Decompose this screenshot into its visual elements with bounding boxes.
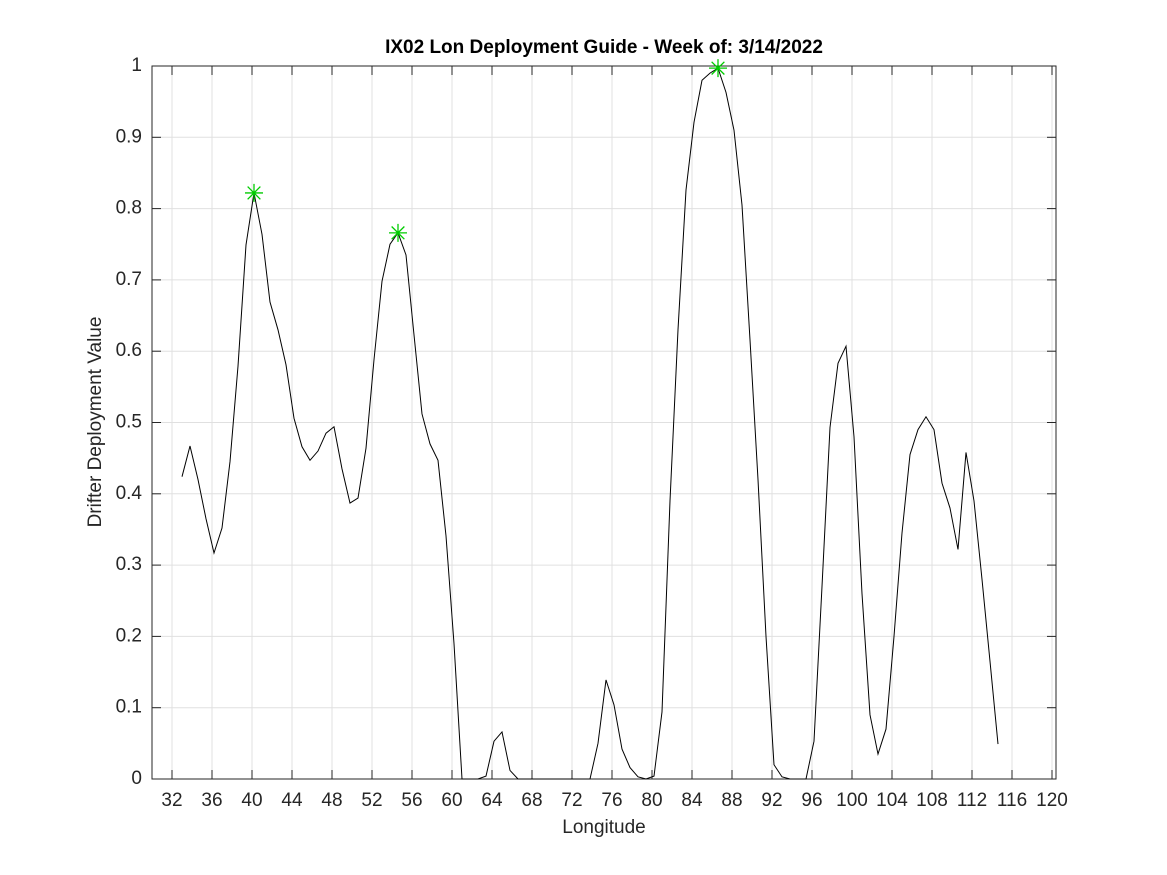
x-tick-label: 92 [761, 790, 782, 811]
x-tick-label: 36 [201, 790, 222, 811]
x-tick-label: 88 [721, 790, 742, 811]
x-tick-label: 100 [836, 790, 868, 811]
y-tick-label: 0.2 [116, 625, 142, 646]
y-tick-label: 0.3 [116, 554, 142, 575]
x-tick-label: 60 [441, 790, 462, 811]
data-line [181, 67, 999, 780]
x-tick-label: 108 [916, 790, 948, 811]
x-tick-label: 104 [876, 790, 908, 811]
y-tick-label: 0.1 [116, 697, 142, 718]
y-tick-label: 0.8 [116, 198, 142, 219]
x-tick-label: 116 [997, 790, 1027, 811]
y-tick-label: 0.6 [116, 340, 142, 361]
x-tick-label: 80 [641, 790, 662, 811]
x-tick-label: 64 [481, 790, 503, 811]
plot-frame [151, 65, 1057, 780]
y-axis-label: Drifter Deployment Value [85, 317, 106, 528]
x-tick-label: 68 [521, 790, 542, 811]
y-tick-label: 0.7 [116, 269, 142, 290]
x-tick-label: 48 [321, 790, 342, 811]
chart-title: IX02 Lon Deployment Guide - Week of: 3/1… [385, 37, 823, 58]
x-tick-label: 112 [957, 790, 987, 811]
y-tick-label: 0.9 [116, 126, 142, 147]
peak-marker [245, 183, 263, 202]
y-tick-label: 0.4 [116, 483, 143, 504]
x-tick-label: 96 [801, 790, 822, 811]
y-tick-label: 1 [131, 55, 142, 76]
peak-marker [709, 59, 727, 78]
x-tick-label: 44 [281, 790, 303, 811]
x-tick-label: 120 [1036, 790, 1068, 811]
x-tick-label: 52 [361, 790, 382, 811]
x-tick-label: 32 [161, 790, 182, 811]
y-tick-label: 0.5 [116, 412, 142, 433]
y-tick-label: 0 [131, 768, 142, 789]
x-tick-label: 72 [561, 790, 582, 811]
x-tick-label: 84 [681, 790, 703, 811]
x-axis-label: Longitude [562, 817, 645, 838]
peak-marker [389, 223, 407, 242]
x-tick-label: 40 [241, 790, 262, 811]
x-tick-label: 76 [601, 790, 622, 811]
x-tick-label: 56 [401, 790, 422, 811]
